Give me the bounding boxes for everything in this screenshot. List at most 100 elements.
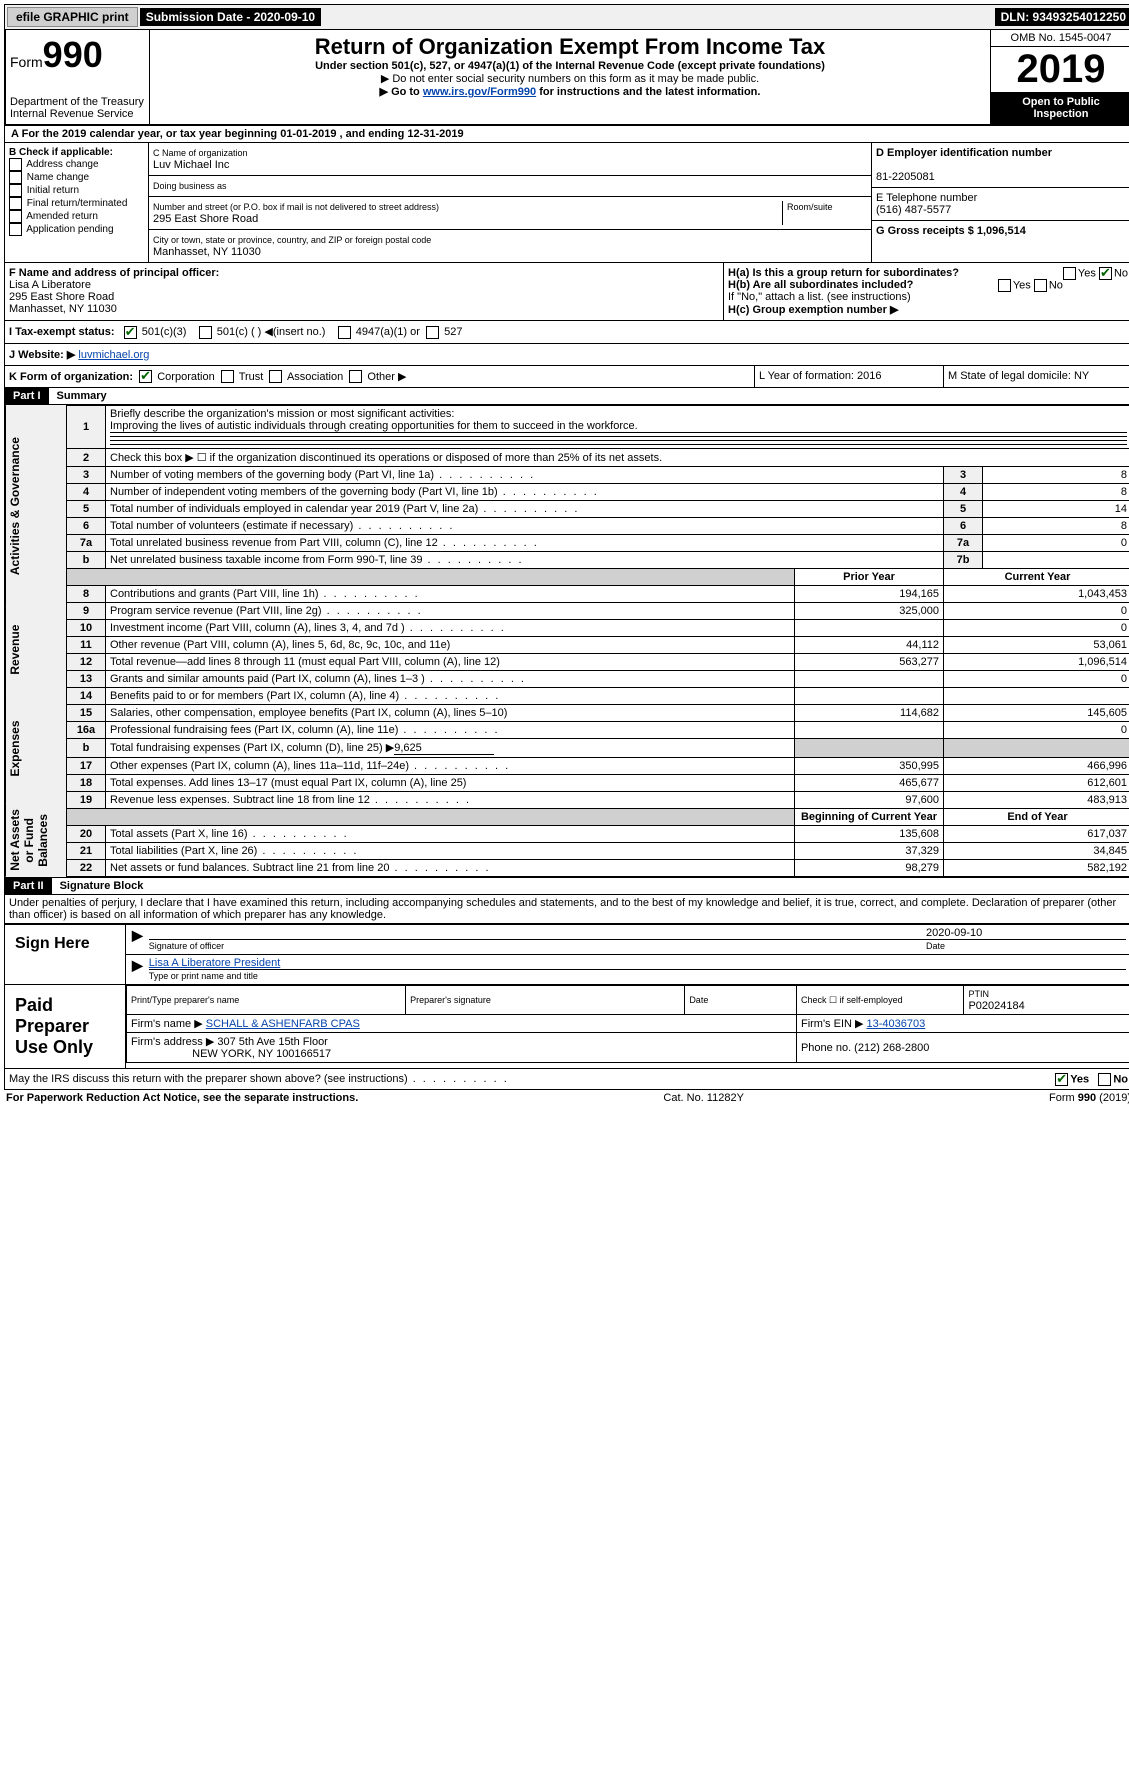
val-3: 8 [983,467,1129,484]
checkbox-app-pending[interactable] [9,223,22,236]
hb-label: H(b) Are all subordinates included? [728,279,913,291]
checkbox-initial-return[interactable] [9,184,22,197]
ha-no[interactable] [1099,267,1112,280]
vert-activities: Activities & Governance [5,405,66,607]
officer-group-block: F Name and address of principal officer:… [4,263,1129,321]
org-address: 295 East Shore Road [153,213,258,225]
note-ssn: ▶ Do not enter social security numbers o… [154,72,986,85]
part2-title: Signature Block [52,878,1129,894]
vert-expenses: Expenses [5,693,66,805]
part1-badge: Part I [5,388,49,404]
discuss-yes[interactable] [1055,1073,1068,1086]
officer-addr1: 295 East Shore Road [9,291,114,303]
checkbox-amended[interactable] [9,210,22,223]
org-city: Manhasset, NY 11030 [153,246,261,258]
label-city: City or town, state or province, country… [153,235,431,245]
irs-link[interactable]: www.irs.gov/Form990 [423,86,536,98]
mission-text: Improving the lives of autistic individu… [110,420,1127,433]
penalty-statement: Under penalties of perjury, I declare th… [4,895,1129,924]
top-bar: efile GRAPHIC print Submission Date - 20… [4,4,1129,30]
entity-info-block: B Check if applicable: Address change Na… [4,143,1129,263]
vert-revenue: Revenue [5,607,66,693]
website-row: J Website: ▶ luvmichael.org [4,344,1129,366]
form-title: Return of Organization Exempt From Incom… [154,34,986,60]
ha-label: H(a) Is this a group return for subordin… [728,267,959,279]
checkbox-corp[interactable] [139,370,152,383]
form-number: Form990 [10,34,145,76]
paperwork-notice: For Paperwork Reduction Act Notice, see … [6,1092,358,1104]
checkbox-501c[interactable] [199,326,212,339]
omb-number: OMB No. 1545-0047 [991,30,1129,47]
checkbox-address-change[interactable] [9,158,22,171]
label-j: J Website: ▶ [9,349,75,361]
hc-label: H(c) Group exemption number ▶ [728,304,898,316]
officer-printed[interactable]: Lisa A Liberatore President [149,957,280,969]
firm-phone: Phone no. (212) 268-2800 [801,1042,929,1054]
box-b-label: B Check if applicable: [9,147,113,158]
state-domicile: M State of legal domicile: NY [944,366,1129,388]
efile-print-button[interactable]: efile GRAPHIC print [7,7,138,27]
label-officer: F Name and address of principal officer: [9,267,219,279]
part2-header-row: Part II Signature Block [4,878,1129,895]
gross-receipts: G Gross receipts $ 1,096,514 [876,225,1026,237]
note-goto: ▶ Go to www.irs.gov/Form990 for instruct… [154,85,986,98]
label-dba: Doing business as [153,181,227,191]
form-subtitle: Under section 501(c), 527, or 4947(a)(1)… [154,60,986,72]
label-k: K Form of organization: [9,371,133,383]
part2-badge: Part II [5,878,52,894]
year-formation: L Year of formation: 2016 [755,366,944,388]
val-6: 8 [983,518,1129,535]
checkbox-4947[interactable] [338,326,351,339]
part1-title: Summary [49,388,1129,404]
checkbox-501c3[interactable] [124,326,137,339]
checkbox-trust[interactable] [221,370,234,383]
phone: (516) 487-5577 [876,204,951,216]
submission-date: Submission Date - 2020-09-10 [140,8,321,26]
checkbox-527[interactable] [426,326,439,339]
label-ein: D Employer identification number [876,147,1052,159]
checkbox-final-return[interactable] [9,197,22,210]
firm-addr2: NEW YORK, NY 100166517 [192,1048,331,1060]
firm-ein[interactable]: 13-4036703 [867,1018,926,1030]
ein: 81-2205081 [876,171,935,183]
officer-addr2: Manhasset, NY 11030 [9,303,117,315]
hb-yes[interactable] [998,279,1011,292]
firm-addr1: 307 5th Ave 15th Floor [217,1036,328,1048]
website-link[interactable]: luvmichael.org [78,349,149,361]
ptin: P02024184 [968,1000,1024,1012]
form-footer: Form 990 (2019) [1049,1092,1129,1104]
label-room: Room/suite [787,202,833,212]
discuss-no[interactable] [1098,1073,1111,1086]
label-address: Number and street (or P.O. box if mail i… [153,202,439,212]
checkbox-assoc[interactable] [269,370,282,383]
tax-exempt-row: I Tax-exempt status: 501(c)(3) 501(c) ( … [4,321,1129,344]
sign-here-label: Sign Here [5,925,126,984]
footer: For Paperwork Reduction Act Notice, see … [4,1090,1129,1106]
dln: DLN: 93493254012250 [995,8,1129,26]
val-4: 8 [983,484,1129,501]
label-org-name: C Name of organization [153,148,248,158]
irs-label: Internal Revenue Service [10,108,145,120]
checkbox-other[interactable] [349,370,362,383]
ha-yes[interactable] [1063,267,1076,280]
paid-preparer-block: Paid Preparer Use Only Print/Type prepar… [4,985,1129,1069]
hb-no[interactable] [1034,279,1047,292]
sig-date: 2020-09-10 [926,927,1126,940]
arrow-icon: ▶ [132,927,143,952]
label-i: I Tax-exempt status: [9,326,115,338]
arrow-icon: ▶ [132,957,143,982]
tax-year: 2019 [991,47,1129,92]
paid-preparer-label: Paid Preparer Use Only [5,985,126,1068]
line-a-tax-year: A For the 2019 calendar year, or tax yea… [4,126,1129,143]
part1-header-row: Part I Summary [4,388,1129,405]
org-name: Luv Michael Inc [153,159,229,171]
firm-name[interactable]: SCHALL & ASHENFARB CPAS [206,1018,360,1030]
sign-here-block: Sign Here ▶ Signature of officer 2020-09… [4,924,1129,985]
cat-no: Cat. No. 11282Y [663,1092,744,1104]
checkbox-name-change[interactable] [9,171,22,184]
part1-body: Activities & Governance Revenue Expenses… [4,405,1129,878]
klm-row: K Form of organization: Corporation Trus… [4,366,1129,389]
officer-name: Lisa A Liberatore [9,279,91,291]
val-7a: 0 [983,535,1129,552]
dept-treasury: Department of the Treasury [10,96,145,108]
